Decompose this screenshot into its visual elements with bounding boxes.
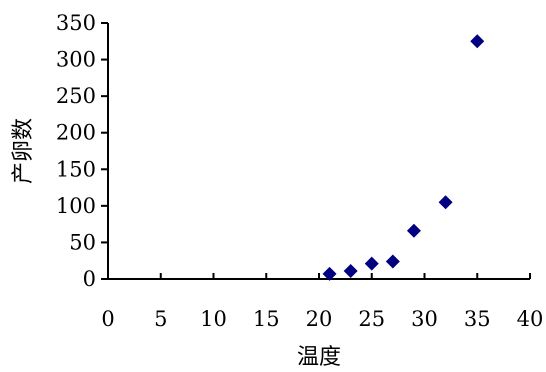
data-points — [322, 34, 485, 281]
plot-area: 0 5 10 15 20 25 30 35 40 0 50 100 150 200 250 300 350 — [56, 11, 543, 331]
x-tick-label: 35 — [464, 307, 491, 331]
y-axis-title: 产卵数 — [11, 118, 36, 184]
x-axis-title: 温度 — [297, 345, 341, 370]
x-tick-label: 15 — [253, 307, 280, 331]
data-point — [406, 223, 421, 238]
data-point — [322, 266, 337, 281]
y-tick-label: 0 — [83, 267, 96, 291]
y-tick-label: 200 — [56, 121, 96, 145]
y-tick-label: 250 — [56, 84, 96, 108]
data-point — [364, 256, 379, 271]
y-tick-label: 350 — [56, 11, 96, 35]
data-point — [385, 254, 400, 269]
y-tick-label: 300 — [56, 48, 96, 72]
x-tick-label: 0 — [101, 307, 114, 331]
x-tick-label: 40 — [517, 307, 544, 331]
y-tick-label: 50 — [69, 230, 96, 254]
y-axis-ticks: 0 50 100 150 200 250 300 350 — [56, 11, 108, 291]
x-tick-label: 20 — [306, 307, 333, 331]
x-tick-label: 30 — [411, 307, 438, 331]
x-tick-label: 25 — [358, 307, 385, 331]
y-tick-label: 150 — [56, 157, 96, 181]
x-tick-label: 5 — [154, 307, 167, 331]
x-tick-label: 10 — [200, 307, 227, 331]
data-point — [470, 34, 485, 49]
data-point — [343, 263, 358, 278]
data-point — [438, 195, 453, 210]
y-tick-label: 100 — [56, 194, 96, 218]
x-axis-ticks: 0 5 10 15 20 25 30 35 40 — [101, 273, 543, 331]
